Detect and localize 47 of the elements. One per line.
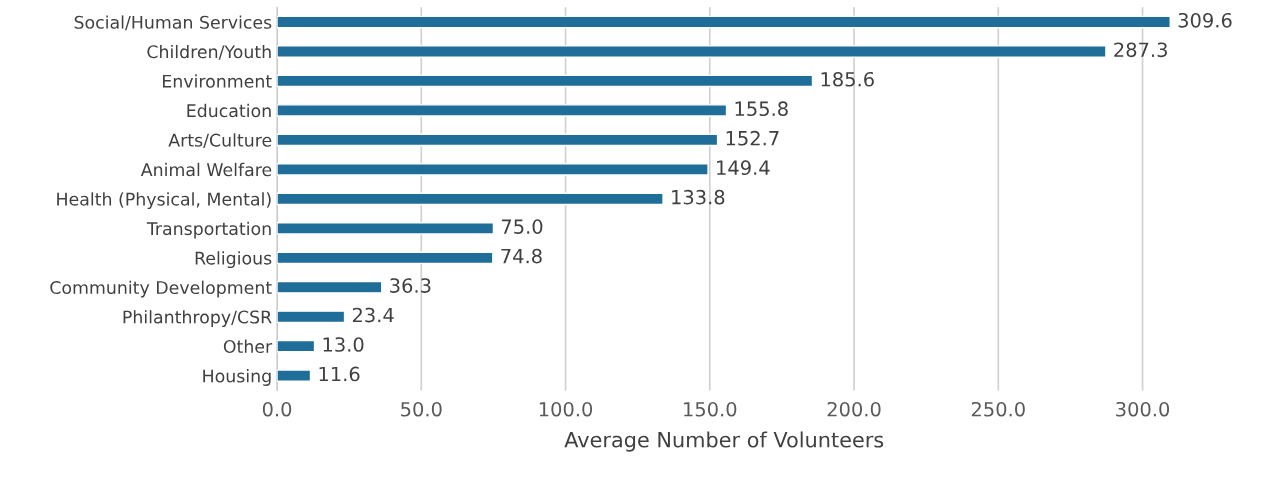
bar [277, 74, 814, 88]
data-label: 75.0 [501, 219, 543, 234]
data-label: 36.3 [390, 278, 431, 293]
bar [277, 251, 494, 265]
data-label: 11.6 [319, 366, 360, 382]
data-label: 74.8 [501, 248, 542, 264]
x-axis-title: Average Number of Volunteers [564, 431, 884, 452]
data-label: 185.6 [821, 71, 874, 87]
y-tick-label: Health (Physical, Mental) [57, 192, 271, 210]
bar [277, 192, 664, 206]
x-tick-label: 100.0 [539, 401, 593, 417]
y-tick-label: Transportation [146, 221, 271, 239]
x-tick-label: 150.0 [684, 401, 737, 417]
bar [277, 280, 383, 294]
bar [277, 15, 1171, 29]
bar [277, 104, 728, 117]
data-label: 23.4 [352, 307, 394, 323]
y-tick-label: Community Development [50, 280, 272, 298]
bar [277, 133, 719, 147]
data-label: 133.8 [672, 189, 725, 205]
x-tick-label: 200.0 [827, 401, 881, 417]
data-label: 13.0 [323, 337, 364, 352]
y-tick-label: Philanthropy/CSR [123, 310, 272, 327]
y-tick-label: Other [223, 339, 273, 354]
x-tick-label: 0.0 [262, 401, 292, 417]
y-tick-label: Education [187, 103, 271, 118]
data-label: 149.4 [717, 160, 770, 176]
bar [277, 339, 316, 353]
bar [277, 369, 312, 382]
y-tick-label: Environment [163, 74, 272, 88]
bar [277, 222, 495, 235]
bar [277, 163, 709, 176]
bar [277, 310, 346, 324]
y-tick-label: Children/Youth [147, 44, 271, 60]
data-label: 155.8 [735, 101, 788, 117]
y-tick-label: Animal Welfare [140, 162, 272, 177]
x-tick-label: 300.0 [1116, 401, 1170, 417]
data-label: 152.7 [726, 130, 779, 146]
y-tick-label: Arts/Culture [168, 133, 272, 149]
y-tick-label: Housing [203, 369, 271, 386]
y-tick-label: Social/Human Services [74, 15, 272, 31]
x-tick-label: 50.0 [401, 401, 442, 417]
bar [277, 45, 1107, 58]
data-label: 309.6 [1178, 12, 1232, 28]
y-tick-label: Religious [195, 251, 272, 268]
x-tick-label: 250.0 [971, 401, 1025, 417]
data-label: 287.3 [1114, 42, 1167, 58]
